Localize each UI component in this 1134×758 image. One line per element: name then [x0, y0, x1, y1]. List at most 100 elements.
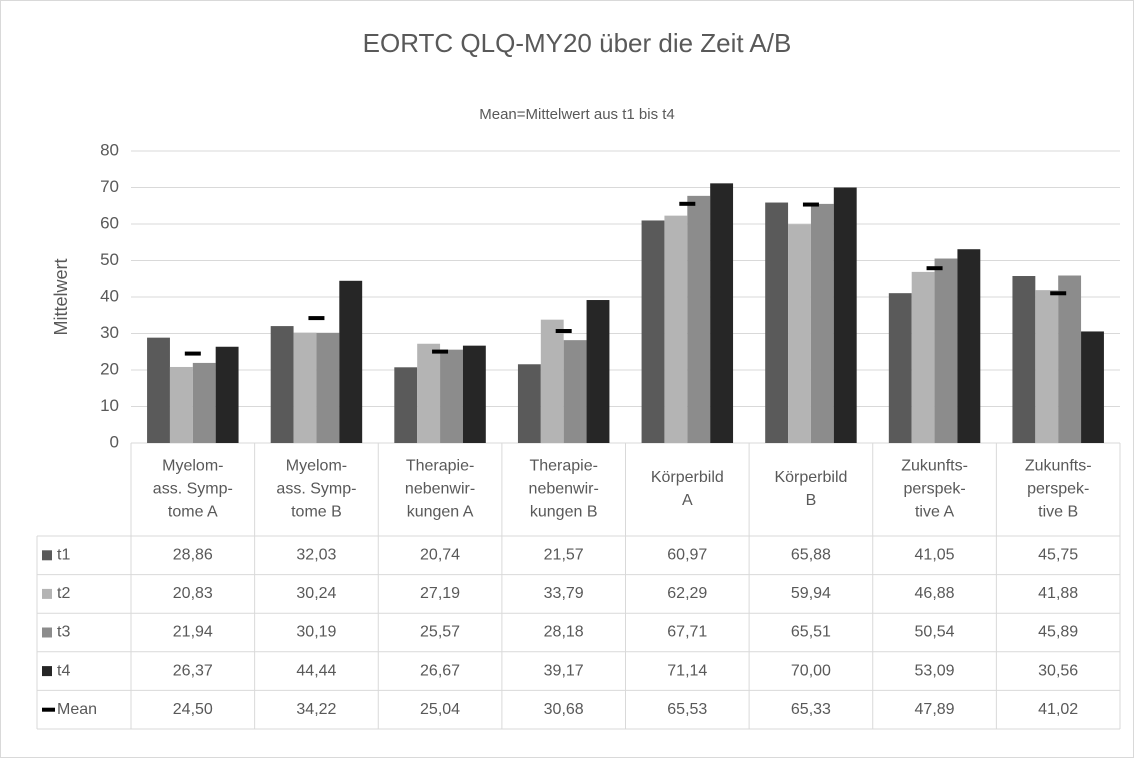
legend-key: [42, 666, 52, 677]
chart-subtitle: Mean=Mittelwert aus t1 bis t4: [479, 106, 675, 123]
mean-marker: [926, 266, 943, 271]
x-tick-label: B: [806, 492, 817, 509]
table-value: 45,75: [1038, 547, 1078, 564]
table-value: 59,94: [791, 585, 831, 602]
bar: [586, 300, 610, 443]
table-value: 71,14: [667, 662, 707, 679]
mean-marker: [308, 316, 325, 321]
table-value: 65,33: [791, 701, 831, 718]
table-value: 26,67: [420, 662, 460, 679]
bar: [1058, 275, 1082, 443]
x-tick-label: kungen B: [530, 504, 598, 521]
bar: [788, 224, 811, 443]
table-value: 60,97: [667, 547, 707, 564]
table-value: 28,18: [544, 624, 584, 641]
legend-key: [42, 588, 52, 599]
mean-marker: [1050, 291, 1067, 296]
table-value: 46,88: [915, 585, 955, 602]
bar: [270, 326, 294, 443]
y-tick-label: 60: [100, 213, 119, 232]
table-value: 62,29: [667, 585, 707, 602]
bar: [339, 280, 363, 443]
x-tick-label: Zukunfts-: [901, 458, 968, 475]
table-value: 24,50: [173, 701, 213, 718]
bar: [664, 215, 688, 443]
bar: [934, 258, 958, 443]
mean-marker: [679, 201, 696, 206]
x-tick-label: kungen A: [407, 504, 474, 521]
y-tick-label: 70: [100, 177, 119, 196]
x-tick-label: tome B: [291, 504, 342, 521]
table-value: 45,89: [1038, 624, 1078, 641]
table-value: 30,68: [544, 701, 584, 718]
bar: [1012, 276, 1036, 443]
y-tick-label: 80: [100, 140, 119, 159]
mean-marker: [432, 349, 449, 354]
bar: [710, 183, 734, 444]
bar: [687, 195, 711, 443]
table-value: 47,89: [915, 701, 955, 718]
bar: [462, 345, 486, 443]
table-value: 28,86: [173, 547, 213, 564]
y-tick-label: 50: [100, 250, 119, 269]
bar: [394, 367, 418, 443]
table-value: 65,53: [667, 701, 707, 718]
bar: [316, 332, 340, 443]
x-tick-label: nebenwir-: [405, 481, 475, 498]
bar: [765, 202, 789, 443]
table-value: 21,57: [544, 547, 584, 564]
mean-marker: [184, 351, 201, 356]
x-tick-label: Zukunfts-: [1025, 458, 1092, 475]
x-tick-label: A: [682, 492, 693, 509]
table-value: 21,94: [173, 624, 213, 641]
table-value: 20,74: [420, 547, 460, 564]
legend-key: [42, 707, 55, 712]
y-tick-label: 30: [100, 323, 119, 342]
table-value: 41,02: [1038, 701, 1078, 718]
bar: [517, 364, 541, 443]
bar: [563, 340, 587, 443]
bar: [293, 332, 317, 443]
y-tick-label: 0: [110, 432, 119, 451]
y-axis-title: Mittelwert: [51, 258, 71, 335]
x-tick-label: perspek-: [903, 481, 965, 498]
table-value: 33,79: [544, 585, 584, 602]
bar: [417, 343, 441, 443]
table-value: 39,17: [544, 662, 584, 679]
bar: [192, 362, 216, 443]
table-value: 70,00: [791, 662, 831, 679]
table-value: 41,05: [915, 547, 955, 564]
legend-label: t3: [57, 624, 70, 641]
bar: [169, 366, 193, 443]
mean-marker: [555, 329, 572, 334]
x-tick-label: Körperbild: [774, 469, 847, 486]
table-value: 27,19: [420, 585, 460, 602]
y-tick-label: 20: [100, 359, 119, 378]
x-tick-label: Myelom-: [286, 458, 347, 475]
table-value: 25,57: [420, 624, 460, 641]
x-tick-label: Myelom-: [162, 458, 223, 475]
bar: [215, 346, 239, 443]
table-value: 41,88: [1038, 585, 1078, 602]
table-value: 30,19: [296, 624, 336, 641]
table-value: 32,03: [296, 547, 336, 564]
table-value: 34,22: [296, 701, 336, 718]
bar: [440, 349, 463, 443]
table-value: 20,83: [173, 585, 213, 602]
y-tick-label: 10: [100, 396, 119, 415]
bar: [888, 293, 912, 443]
bar: [1035, 290, 1059, 443]
x-tick-label: nebenwir-: [529, 481, 599, 498]
legend-key: [42, 550, 52, 561]
x-tick-label: tive A: [915, 504, 954, 521]
legend-label: t2: [57, 585, 70, 602]
legend-label: t4: [57, 662, 70, 679]
x-tick-label: Therapie-: [406, 458, 474, 475]
chart-title: EORTC QLQ-MY20 über die Zeit A/B: [363, 28, 792, 58]
bar: [1081, 331, 1104, 443]
table-value: 30,24: [296, 585, 336, 602]
bar: [911, 271, 935, 443]
x-tick-label: Therapie-: [529, 458, 597, 475]
table-value: 30,56: [1038, 662, 1078, 679]
bar: [147, 337, 170, 443]
